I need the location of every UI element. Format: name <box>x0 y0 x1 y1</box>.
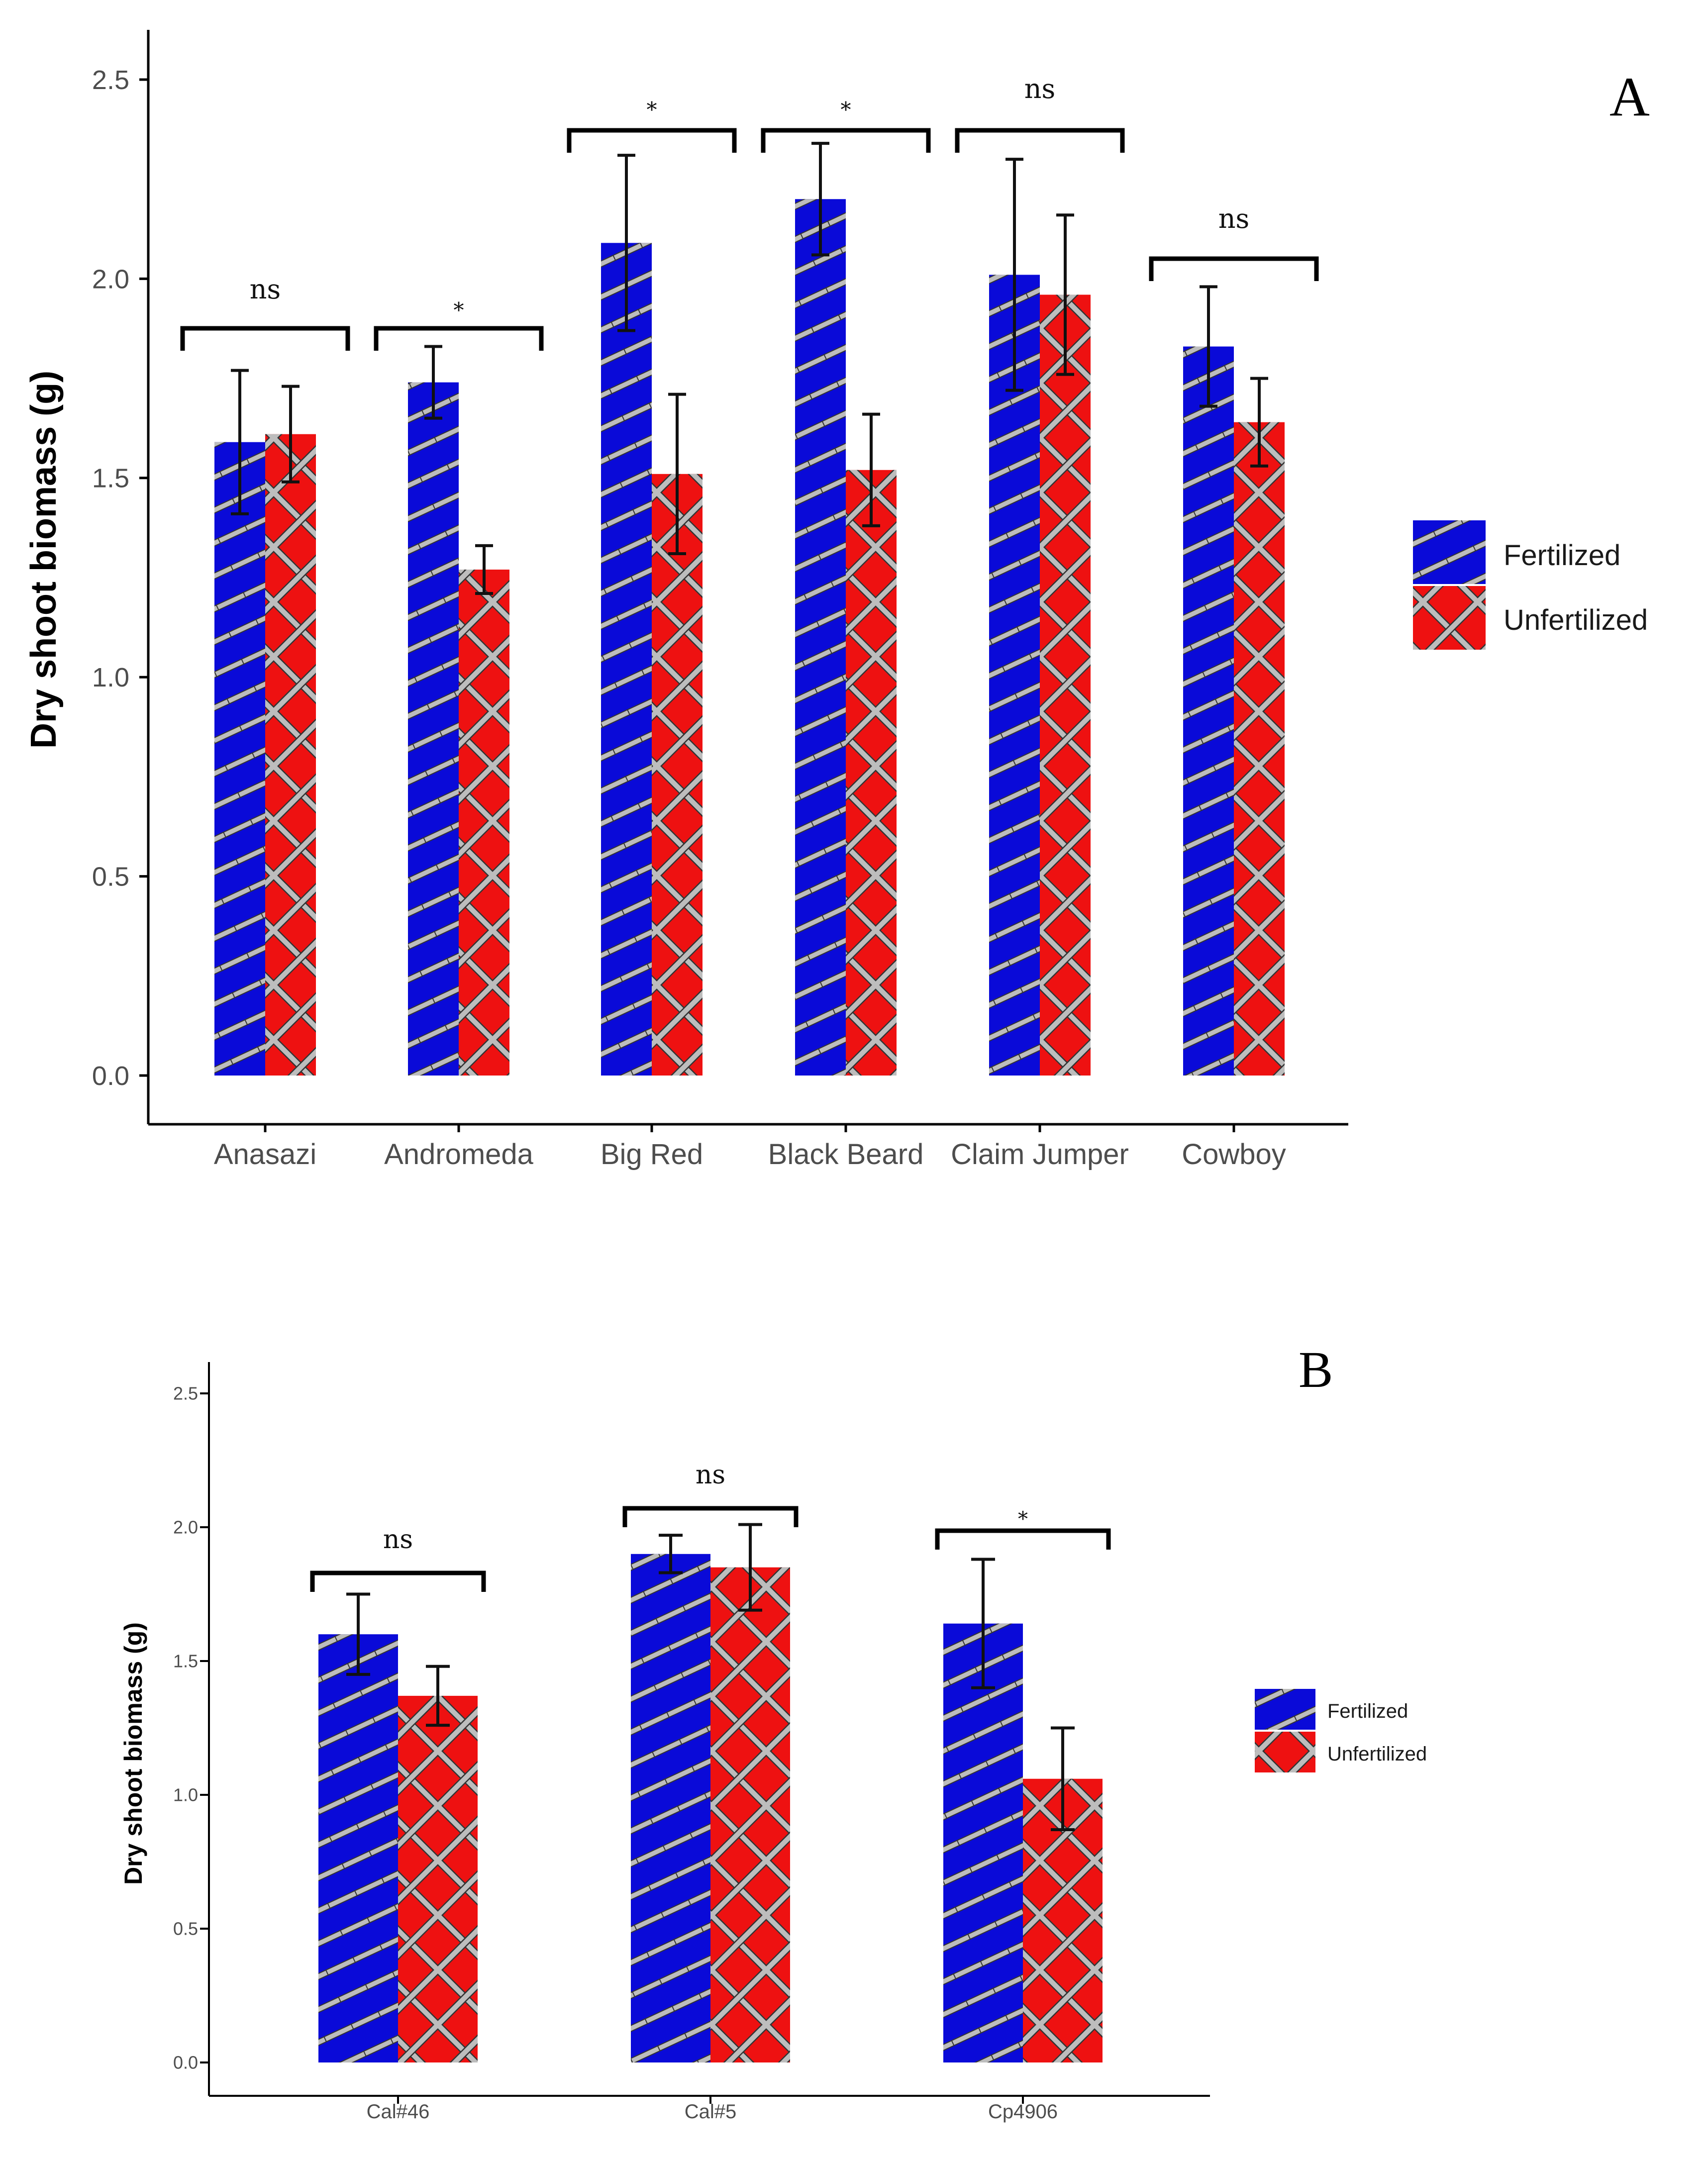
panel-a-bar-fertilized-hatch <box>214 442 265 1076</box>
panel-b-bar-unfertilized-error-bar <box>1051 1726 1075 1831</box>
panel-b-y-axis-title: Dry shoot biomass (g) <box>119 1622 147 1885</box>
panel-a-significance-bracket <box>761 128 931 153</box>
panel-a-bar-unfertilized-error-bar <box>862 412 880 527</box>
panel-a-x-tick-label: Cowboy <box>1182 1138 1286 1171</box>
panel-a-significance-label: ns <box>1218 203 1250 234</box>
panel-a-significance-bracket <box>374 326 544 351</box>
panel-a-label: A <box>1609 66 1650 128</box>
panel-b-significance-label: ns <box>383 1525 413 1555</box>
panel-a-bar-fertilized-error-bar <box>424 345 442 420</box>
panel-b-significance-bracket <box>622 1506 799 1527</box>
panel-a-x-tick-label: Black Beard <box>768 1138 924 1171</box>
panel-a-x-tick-label: Claim Jumper <box>951 1138 1129 1171</box>
panel-a-bar-unfertilized-error-bar <box>1056 213 1074 376</box>
panel-b-bar-unfertilized-error-bar <box>738 1523 762 1612</box>
panel-b-significance-label: * <box>1018 1508 1028 1531</box>
panel-a-bar-unfertilized-error-bar <box>282 385 300 484</box>
panel-a-significance-bracket <box>180 326 350 351</box>
panel-a-bar-unfertilized-hatch <box>846 470 897 1076</box>
panel-a-chart: A Dry shoot biomass (g) Fertilized Unfer… <box>24 30 1650 1171</box>
panel-b-bar-fertilized-hatch <box>943 1623 1023 2062</box>
panel-b-y-tick-label: 2.5 <box>173 1383 198 1404</box>
panel-a-significance-label: * <box>841 98 851 122</box>
panel-a-x-tick-label: Big Red <box>601 1138 703 1171</box>
panel-b-y-tick-label: 0.5 <box>173 1919 198 1939</box>
panel-b-bar-fertilized-error-bar <box>971 1558 995 1689</box>
panel-b-bar-fertilized-error-bar <box>659 1534 683 1574</box>
panel-b-bar-unfertilized-hatch <box>398 1695 478 2062</box>
panel-a-x-tick-label: Andromeda <box>384 1138 534 1171</box>
panel-a-bar-unfertilized-error-bar <box>668 392 686 555</box>
panel-b-bar-fertilized-hatch <box>631 1554 710 2062</box>
panel-b-y-tick-label: 2.0 <box>173 1517 198 1538</box>
panel-a-bar-fertilized-hatch <box>795 199 846 1076</box>
panel-b-x-tick-label: Cp4906 <box>988 2101 1058 2123</box>
panel-a-legend-label-fertilized: Fertilized <box>1504 539 1620 572</box>
panel-b-significance-bracket <box>935 1528 1111 1550</box>
panel-b-y-tick-label: 1.5 <box>173 1651 198 1671</box>
panel-a-significance-label: ns <box>250 274 281 305</box>
panel-a-bar-unfertilized-error-bar <box>475 544 493 595</box>
panel-a-bar-fertilized-hatch <box>601 243 652 1076</box>
panel-a-bar-fertilized-error-bar <box>617 154 635 332</box>
panel-a-bar-fertilized-hatch <box>989 275 1040 1076</box>
panel-a-significance-label: * <box>647 98 657 122</box>
panel-b-significance-bracket <box>310 1570 486 1592</box>
panel-b-y-tick-label: 0.0 <box>173 2053 198 2073</box>
panel-a-bar-unfertilized-error-bar <box>1250 377 1268 468</box>
panel-a-bar-unfertilized-hatch <box>652 474 703 1076</box>
panel-a-bar-fertilized-hatch <box>1183 346 1234 1076</box>
panel-a-bar-fertilized-error-bar <box>231 369 249 515</box>
panel-a-bar-fertilized-hatch <box>408 382 459 1076</box>
panel-a-bar-unfertilized-hatch <box>1234 422 1285 1076</box>
panel-a-y-tick-label: 1.5 <box>92 464 129 493</box>
panel-a-y-tick-label: 0.0 <box>92 1061 129 1091</box>
panel-a-y-axis-title: Dry shoot biomass (g) <box>24 371 64 749</box>
panel-a-legend-label-unfertilized: Unfertilized <box>1504 604 1648 636</box>
panel-b-bar-fertilized-hatch <box>318 1634 398 2062</box>
panel-a-y-tick-label: 0.5 <box>92 862 129 892</box>
panel-a-bar-unfertilized-hatch <box>1040 294 1091 1076</box>
panel-a-bar-fertilized-error-bar <box>1005 158 1023 392</box>
panel-a-significance-bracket <box>955 128 1125 153</box>
panel-a-y-tick-label: 1.0 <box>92 663 129 692</box>
panel-b-legend-label-fertilized: Fertilized <box>1327 1700 1408 1722</box>
panel-a-significance-bracket <box>1149 256 1319 281</box>
panel-b-bar-unfertilized-error-bar <box>426 1665 450 1727</box>
panel-b-label: B <box>1299 1341 1333 1398</box>
panel-a-significance-label: * <box>454 298 464 322</box>
panel-b-bar-fertilized-error-bar <box>346 1592 370 1676</box>
panel-a-significance-bracket <box>567 128 737 153</box>
panel-a-y-tick-label: 2.0 <box>92 264 129 294</box>
panel-a-legend: Fertilized Unfertilized <box>1413 520 1648 650</box>
panel-a-y-tick-label: 2.5 <box>92 65 129 95</box>
panel-b-x-tick-label: Cal#5 <box>685 2101 737 2123</box>
panel-a-x-tick-label: Anasazi <box>214 1138 316 1171</box>
panel-b-legend: Fertilized Unfertilized <box>1255 1689 1427 1772</box>
panel-b-significance-label: ns <box>696 1460 725 1490</box>
panel-b-y-tick-label: 1.0 <box>173 1785 198 1805</box>
panel-b-bar-unfertilized-hatch <box>710 1567 790 2062</box>
panel-b-x-tick-label: Cal#46 <box>367 2101 430 2123</box>
panel-a-bar-unfertilized-hatch <box>459 569 509 1076</box>
panel-a-significance-label: ns <box>1024 73 1056 104</box>
panel-b-legend-label-unfertilized: Unfertilized <box>1327 1743 1427 1765</box>
panel-a-bar-unfertilized-hatch <box>265 434 316 1076</box>
panel-a-bar-fertilized-error-bar <box>811 142 829 257</box>
panel-a-bar-fertilized-error-bar <box>1200 285 1217 408</box>
panel-b-chart: B Dry shoot biomass (g) Fertilized Unfer… <box>119 1341 1427 2123</box>
